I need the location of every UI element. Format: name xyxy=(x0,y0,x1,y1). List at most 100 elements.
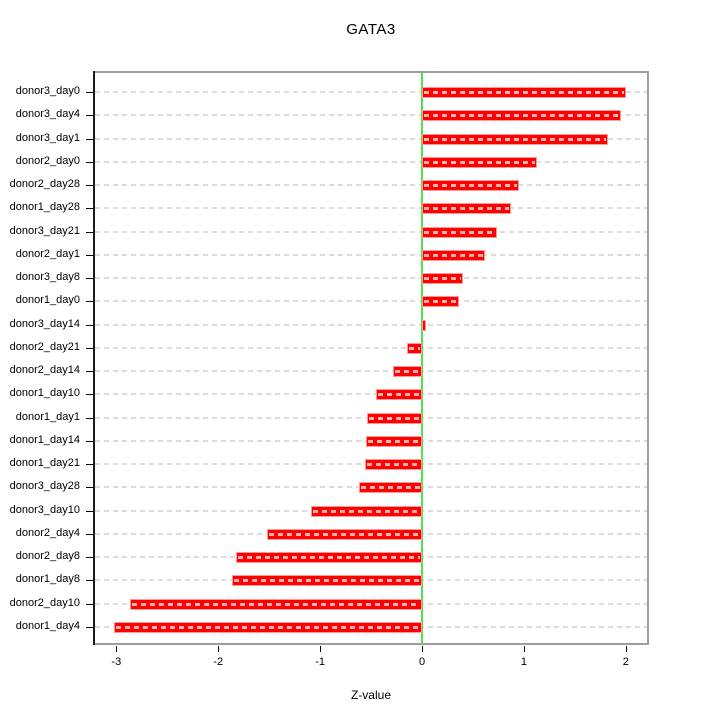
bar-dash-pattern xyxy=(312,509,420,513)
x-axis-tick-label: -2 xyxy=(213,656,224,668)
bar-donor3_day10 xyxy=(310,505,422,517)
gridline xyxy=(95,184,647,187)
bar-donor3_day4 xyxy=(422,110,621,122)
bar-dash-pattern xyxy=(395,370,420,374)
bar-dash-pattern xyxy=(368,416,420,420)
x-axis-tick xyxy=(218,646,220,652)
bar-dash-pattern xyxy=(360,486,420,490)
plot-border-bottom xyxy=(93,643,649,645)
bar-dash-pattern xyxy=(131,602,420,606)
plot-area xyxy=(93,71,649,645)
bar-dash-pattern xyxy=(378,393,420,397)
y-axis-tick xyxy=(86,92,93,93)
gridline xyxy=(95,91,647,93)
bar-dash-pattern xyxy=(234,579,420,583)
y-axis-label: donor3_day21 xyxy=(9,224,80,237)
x-axis-tick-label: 0 xyxy=(418,656,426,668)
gridline xyxy=(95,207,647,210)
bar-donor3_day1 xyxy=(422,133,609,145)
y-axis-tick xyxy=(86,533,93,535)
y-axis-label: donor3_day28 xyxy=(9,480,80,493)
gridline xyxy=(95,137,647,140)
y-axis-label: donor2_day28 xyxy=(9,178,80,191)
plot-border-top xyxy=(93,71,649,73)
x-axis-tick xyxy=(523,646,525,652)
y-axis-label: donor2_day8 xyxy=(15,550,80,563)
y-axis-label: donor1_day14 xyxy=(9,433,80,446)
bar-donor2_day8 xyxy=(235,552,422,564)
y-axis-label: donor1_day4 xyxy=(15,619,80,632)
bar-donor1_day10 xyxy=(376,389,422,401)
bar-donor2_day28 xyxy=(422,180,519,192)
y-axis-tick xyxy=(86,580,93,582)
y-axis-tick xyxy=(86,185,93,187)
y-axis-tick xyxy=(86,371,93,373)
bar-donor3_day8 xyxy=(422,273,463,285)
y-axis-label: donor2_day14 xyxy=(9,364,80,377)
y-axis-label: donor3_day4 xyxy=(15,108,80,121)
gridline xyxy=(95,114,647,117)
y-axis-label: donor1_day0 xyxy=(15,294,80,307)
y-axis-tick xyxy=(86,417,93,419)
y-axis-label: donor3_day0 xyxy=(15,85,80,97)
y-axis-tick xyxy=(86,347,93,349)
x-axis-tick-label: 2 xyxy=(622,656,629,668)
y-axis-tick xyxy=(86,231,93,233)
bar-donor1_day4 xyxy=(114,621,422,633)
x-axis-tick-label: -3 xyxy=(111,656,122,668)
bar-donor2_day14 xyxy=(393,366,422,378)
y-axis-tick xyxy=(86,464,93,466)
bar-dash-pattern xyxy=(424,277,461,281)
plot-border-right xyxy=(647,71,649,645)
gridline xyxy=(95,323,647,326)
x-axis-title: Z-value xyxy=(350,688,391,702)
gridline xyxy=(95,253,647,256)
y-axis-label: donor1_day21 xyxy=(9,457,80,470)
x-axis-tick xyxy=(422,646,423,652)
y-axis-label: donor1_day28 xyxy=(9,201,80,214)
y-axis-label: donor2_day1 xyxy=(15,247,80,260)
y-axis-tick xyxy=(86,208,93,210)
y-axis-tick xyxy=(86,626,93,628)
zero-reference-line xyxy=(421,73,423,643)
y-axis-label: donor2_day10 xyxy=(9,596,80,609)
x-axis-tick xyxy=(625,646,627,652)
bar-dash-pattern xyxy=(424,300,457,304)
bar-dash-pattern xyxy=(408,346,420,350)
x-axis-tick xyxy=(116,646,118,652)
y-axis-tick xyxy=(86,254,93,256)
bar-donor2_day0 xyxy=(422,156,538,168)
bar-dash-pattern xyxy=(237,556,420,560)
bar-donor1_day8 xyxy=(232,575,422,587)
y-axis-label: donor3_day1 xyxy=(15,131,80,144)
bar-donor2_day21 xyxy=(406,342,422,354)
chart-title: GATA3 xyxy=(346,21,396,38)
x-axis-tick-label: 1 xyxy=(520,656,527,668)
y-axis-label: donor1_day10 xyxy=(9,387,80,400)
bar-dash-pattern xyxy=(424,114,619,118)
y-axis-label: donor1_day1 xyxy=(15,410,80,423)
y-axis-label: donor2_day21 xyxy=(9,340,80,353)
y-axis-tick xyxy=(86,138,93,140)
gridline xyxy=(95,230,647,233)
y-axis-label: donor3_day14 xyxy=(9,317,80,330)
y-axis-label: donor2_day0 xyxy=(15,154,80,167)
gridline xyxy=(95,300,647,303)
y-axis-tick xyxy=(86,603,93,605)
y-axis-tick xyxy=(86,301,93,303)
bar-donor1_day1 xyxy=(366,412,422,424)
x-axis-tick xyxy=(320,646,322,652)
bar-donor3_day14 xyxy=(422,319,427,331)
bar-dash-pattern xyxy=(367,439,420,443)
bar-donor2_day4 xyxy=(267,528,422,540)
gridline xyxy=(95,346,647,349)
gridline xyxy=(95,393,647,396)
bar-dash-pattern xyxy=(424,230,496,234)
y-axis-tick xyxy=(86,161,93,163)
bar-donor1_day21 xyxy=(364,459,422,471)
bar-dash-pattern xyxy=(366,463,420,467)
y-axis-tick xyxy=(86,557,93,559)
y-axis-tick xyxy=(86,440,93,442)
y-axis-tick xyxy=(86,394,93,396)
